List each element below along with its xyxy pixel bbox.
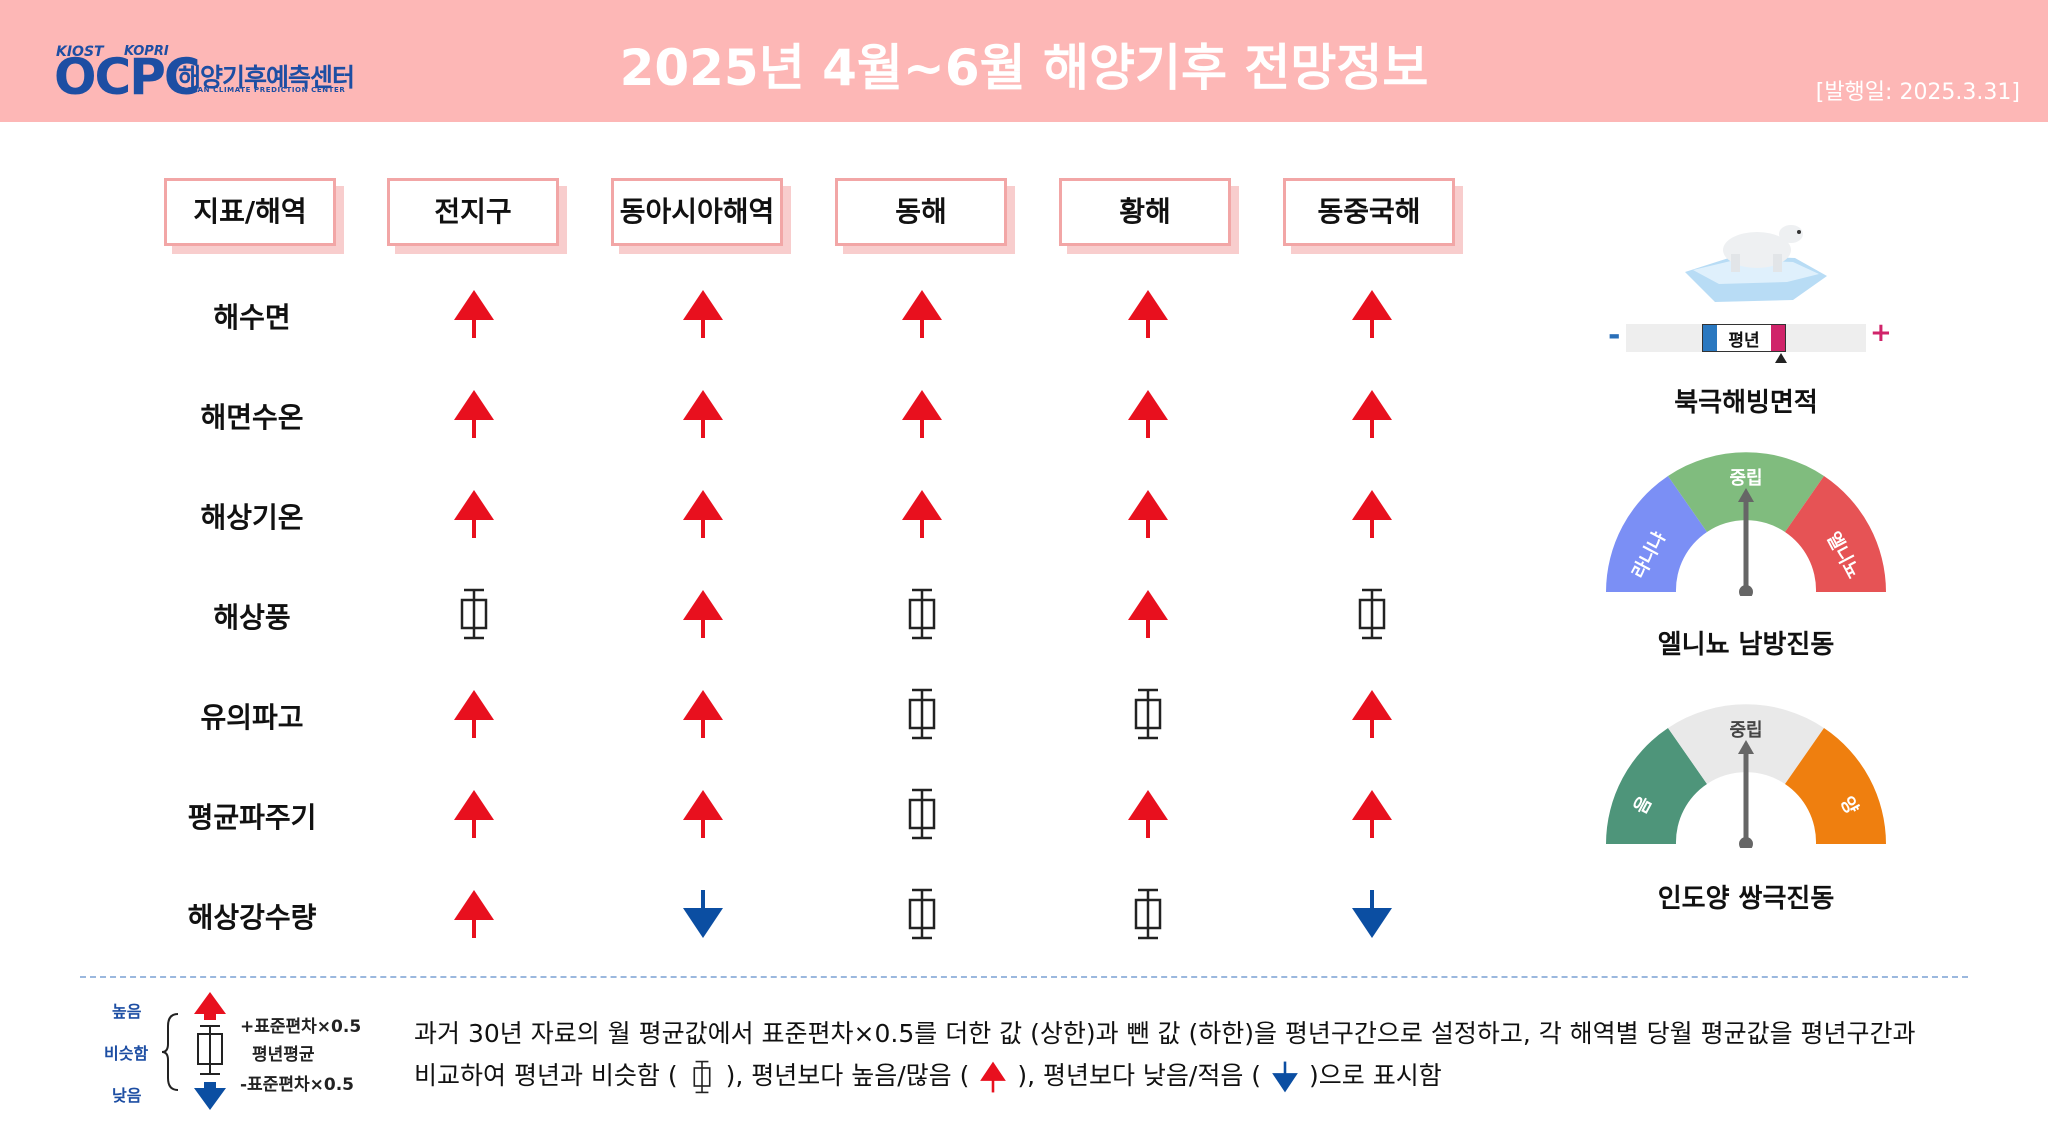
up-arrow-icon [679, 786, 727, 842]
row-label: 해상기온 [200, 501, 304, 534]
iod-gauge: 음 중립 양 [1606, 704, 1886, 848]
column-header-region: 동해 [835, 178, 1007, 246]
sea-ice-minus: - [1608, 318, 1621, 353]
iod-center-label: 중립 [1729, 720, 1762, 741]
normal-range-icon [1124, 686, 1172, 742]
enso-center-label: 중립 [1729, 468, 1762, 489]
issue-date: [발행일: 2025.3.31] [1815, 80, 2020, 105]
row-label: 해상풍 [213, 601, 291, 634]
enso-gauge: 라니냐 중립 엘니뇨 [1606, 452, 1886, 596]
column-header-indicator-region: 지표/해역 [164, 178, 336, 246]
logo-korean-name: 해양기후예측센터 [178, 63, 355, 92]
enso-label: 엘니뇨 남방진동 [1657, 630, 1835, 660]
logo-mark: OCPC [54, 48, 201, 106]
up-arrow-icon [1124, 286, 1172, 342]
up-arrow-icon [450, 686, 498, 742]
up-arrow-icon [450, 386, 498, 442]
up-arrow-icon [1348, 686, 1396, 742]
down-arrow-icon [1269, 1059, 1301, 1095]
up-arrow-icon [450, 486, 498, 542]
normal-range-icon [898, 786, 946, 842]
up-arrow-icon [679, 686, 727, 742]
sea-ice-pointer [1775, 353, 1787, 363]
explanation-part-d: )으로 표시함 [1309, 1061, 1442, 1090]
header-banner: KIOST KOPRI OCPC 해양기후예측센터 OCEAN CLIMATE … [0, 0, 2048, 122]
up-arrow-icon [450, 286, 498, 342]
sea-ice-indicator: - + 평년 [1600, 210, 1892, 370]
up-arrow-icon [1348, 286, 1396, 342]
logo-kopri: KOPRI [124, 44, 169, 59]
up-arrow-icon [679, 286, 727, 342]
normal-range-icon [898, 886, 946, 942]
legend-mean: 평년평균 [252, 1045, 315, 1065]
legend-upper: +표준편차×0.5 [240, 1017, 362, 1037]
normal-range-icon [898, 686, 946, 742]
up-arrow-icon [1124, 486, 1172, 542]
up-arrow-icon [450, 886, 498, 942]
explanation-line-1: 과거 30년 자료의 월 평균값에서 표준편차×0.5를 더한 값 (상한)과 … [414, 1019, 1916, 1048]
column-header-region: 동아시아해역 [611, 178, 783, 246]
normal-symbol-icon [686, 1059, 718, 1095]
up-arrow-icon [898, 286, 946, 342]
legend-symbol-stack [194, 992, 226, 1110]
up-arrow-icon [977, 1059, 1009, 1095]
iod-label: 인도양 쌍극진동 [1657, 884, 1835, 914]
logo-english-name: OCEAN CLIMATE PREDICTION CENTER [180, 86, 346, 94]
ocpc-logo: KIOST KOPRI OCPC 해양기후예측센터 OCEAN CLIMATE … [52, 28, 372, 102]
legend-low: 낮음 [112, 1086, 142, 1105]
up-arrow-icon [679, 486, 727, 542]
explanation-part-a: 비교하여 평년과 비슷함 ( [414, 1061, 678, 1090]
sea-ice-normal-band: 평년 [1702, 324, 1786, 352]
sea-ice-label: 북극해빙면적 [1674, 388, 1818, 418]
column-header-region: 황해 [1059, 178, 1231, 246]
legend-lower: -표준편차×0.5 [240, 1075, 354, 1095]
column-header-region: 동중국해 [1283, 178, 1455, 246]
normal-range-icon [450, 586, 498, 642]
legend-similar: 비슷함 [104, 1044, 149, 1063]
normal-range-icon [898, 586, 946, 642]
page-title: 2025년 4월~6월 해양기후 전망정보 [619, 39, 1429, 97]
up-arrow-icon [1348, 486, 1396, 542]
explanation-part-b: ), 평년보다 높음/많음 ( [725, 1061, 970, 1090]
logo-kiost: KIOST [56, 44, 104, 60]
sea-ice-plus: + [1870, 318, 1892, 348]
up-arrow-icon [898, 386, 946, 442]
normal-range-icon [1124, 886, 1172, 942]
down-arrow-icon [679, 886, 727, 942]
row-label: 해수면 [213, 301, 291, 334]
polar-bear-icon [1685, 225, 1827, 302]
divider [80, 976, 1968, 978]
up-arrow-icon [450, 786, 498, 842]
up-arrow-icon [898, 486, 946, 542]
row-label: 평균파주기 [187, 801, 317, 834]
legend-high: 높음 [112, 1002, 142, 1021]
up-arrow-icon [679, 386, 727, 442]
up-arrow-icon [1348, 386, 1396, 442]
explanation-part-c: ), 평년보다 낮음/적음 ( [1017, 1061, 1262, 1090]
explanation-line-2: 비교하여 평년과 비슷함 ( ), 평년보다 높음/많음 ( ), 평년보다 낮음/… [414, 1056, 1442, 1095]
sea-ice-normal-label: 평년 [1728, 331, 1760, 351]
up-arrow-icon [1124, 386, 1172, 442]
up-arrow-icon [679, 586, 727, 642]
row-label: 해상강수량 [187, 901, 317, 934]
up-arrow-icon [1124, 786, 1172, 842]
normal-range-icon [1348, 586, 1396, 642]
row-label: 해면수온 [200, 401, 304, 434]
up-arrow-icon [1348, 786, 1396, 842]
row-label: 유의파고 [200, 701, 304, 734]
column-header-region: 전지구 [387, 178, 559, 246]
legend-brace [161, 1013, 179, 1091]
up-arrow-icon [1124, 586, 1172, 642]
down-arrow-icon [1348, 886, 1396, 942]
